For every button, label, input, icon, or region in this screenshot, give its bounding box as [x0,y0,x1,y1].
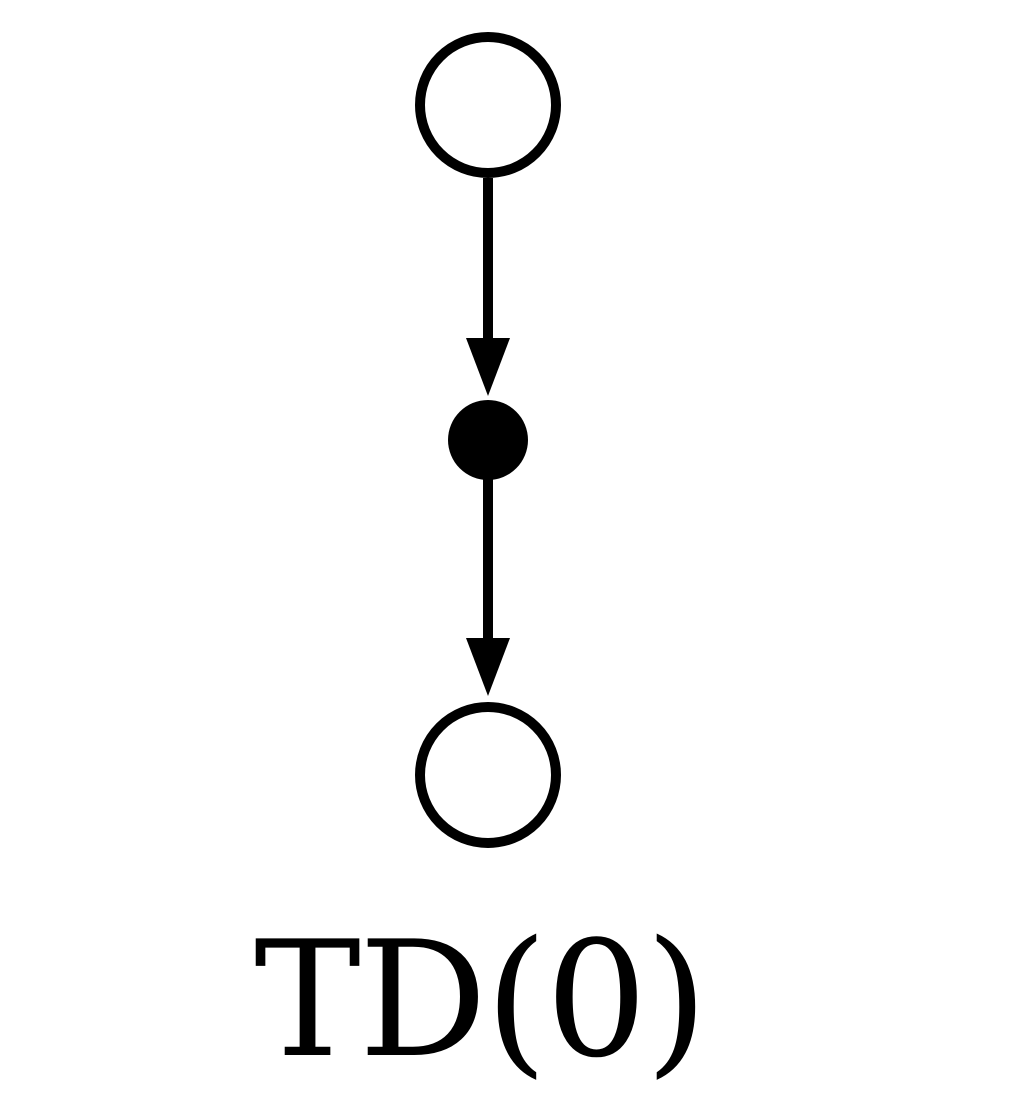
diagram-caption: TD(0) [254,906,708,1093]
state-node-bottom [415,702,561,848]
arrowhead-to-action [466,338,510,396]
state-node-top [415,32,561,178]
arrowhead-to-state [466,638,510,696]
action-node [448,400,528,480]
